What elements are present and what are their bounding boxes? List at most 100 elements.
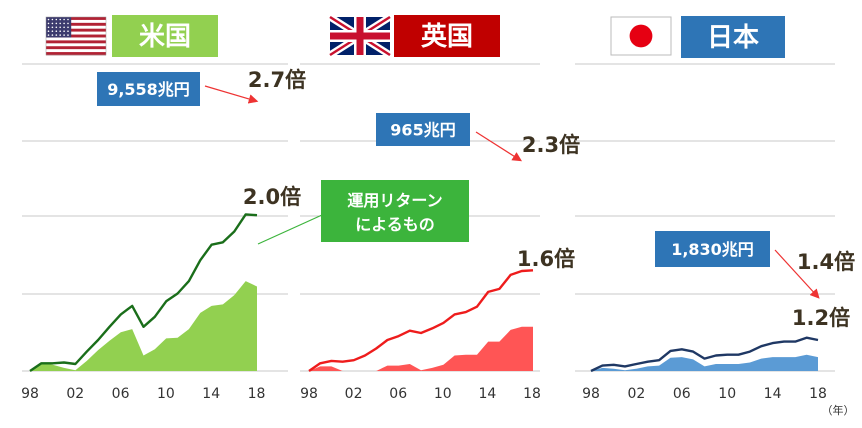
- japan-flag: [610, 16, 672, 56]
- x-tick-label: 02: [627, 386, 645, 402]
- flag-star: [63, 22, 65, 25]
- country-title: 英国: [421, 22, 473, 52]
- flag-star: [47, 18, 50, 21]
- us-flag: [45, 16, 107, 56]
- area-series: [591, 354, 818, 371]
- x-tick-label: 02: [66, 386, 84, 402]
- callout-box: [321, 180, 469, 242]
- area-ratio-label: 1.2倍: [792, 306, 850, 330]
- flag-star: [51, 18, 54, 21]
- flag-star: [67, 18, 69, 21]
- flag-stripe: [46, 49, 106, 53]
- flag-stripe: [46, 28, 106, 32]
- callout-line2: によるもの: [355, 215, 435, 234]
- flag-canton: [46, 17, 72, 38]
- flag-star: [47, 22, 50, 25]
- line-series: [590, 336, 819, 373]
- flag-star: [51, 30, 54, 32]
- x-tick-label: 98: [21, 386, 39, 402]
- area-ratio-label: 1.6倍: [517, 247, 575, 271]
- flag-star: [55, 34, 58, 36]
- flag-stripe: [46, 22, 106, 27]
- x-tick-label: 14: [478, 386, 496, 402]
- flag-star: [59, 18, 61, 21]
- country-title: 米国: [139, 22, 191, 52]
- x-tick-label: 10: [718, 386, 736, 402]
- line-series: [29, 213, 258, 372]
- callout-pointer: [257, 214, 323, 245]
- flag-star: [67, 30, 69, 32]
- flag-star: [67, 22, 69, 25]
- line-ratio-label: 2.3倍: [522, 133, 580, 157]
- area-ratio-label: 2.0倍: [243, 185, 301, 209]
- x-tick-label: 14: [764, 386, 782, 402]
- flag-star: [47, 30, 50, 32]
- flag-star: [59, 26, 61, 29]
- flag-star: [47, 26, 50, 29]
- x-tick-label: 10: [157, 386, 175, 402]
- flag-stripe: [46, 46, 106, 50]
- flag-star: [67, 34, 69, 36]
- area-series: [30, 281, 257, 371]
- flag-star: [59, 34, 61, 36]
- total-value-box: [376, 113, 470, 146]
- pointer-arrow: [475, 131, 523, 162]
- flag-star: [55, 22, 58, 25]
- flag-star: [63, 30, 65, 32]
- title-box: [394, 15, 500, 57]
- flag-star: [59, 22, 61, 25]
- flag-stripe: [46, 31, 106, 35]
- flag-star: [51, 34, 54, 36]
- flag-star: [63, 18, 65, 21]
- area-series: [309, 326, 533, 371]
- x-tick-label: 06: [389, 386, 407, 402]
- flag-stripe: [46, 43, 106, 47]
- panel-2: 98 02 06 10 14 18 日本 1,830兆円 1.4倍 1.2倍: [575, 16, 855, 402]
- title-box: [681, 16, 785, 58]
- flag-star: [55, 18, 58, 21]
- x-tick-label: 10: [434, 386, 452, 402]
- x-tick-label: 02: [345, 386, 363, 402]
- flag-stripe: [46, 52, 106, 56]
- x-tick-label: 18: [809, 386, 827, 402]
- flag-star: [55, 26, 58, 29]
- unit-label: （年）: [822, 403, 855, 417]
- x-tick-label: 98: [582, 386, 600, 402]
- callout-line1: 運用リターン: [347, 191, 442, 210]
- panel-1: 98 02 06 10 14 18 英国 965兆円 2.3倍 1.6倍: [300, 15, 580, 402]
- flag-stripe: [46, 19, 106, 24]
- panel-0: 98 02 06 10 14 18 米国 9,558兆円 2.7倍 2.0倍: [21, 15, 306, 402]
- total-value-box: [97, 72, 200, 106]
- flag-sun: [629, 24, 653, 48]
- flag-border: [45, 16, 107, 56]
- x-tick-label: 06: [673, 386, 691, 402]
- country-title: 日本: [707, 23, 759, 53]
- flag-cross-red: [330, 32, 390, 40]
- x-tick-label: 18: [523, 386, 541, 402]
- pointer-arrow: [204, 85, 259, 104]
- x-tick-label: 98: [300, 386, 318, 402]
- flag-star: [63, 34, 65, 36]
- flag-star: [55, 30, 58, 32]
- flag-stripe: [46, 25, 106, 29]
- flag-stripe: [46, 40, 106, 44]
- x-tick-label: 14: [202, 386, 220, 402]
- x-tick-label: 18: [248, 386, 266, 402]
- pointer-arrow: [774, 249, 820, 299]
- flag-star: [63, 26, 65, 29]
- flag-stripe: [46, 37, 106, 41]
- x-tick-label: 06: [112, 386, 130, 402]
- flag-stripe: [46, 34, 106, 38]
- flag-star: [51, 26, 54, 29]
- line-ratio-label: 2.7倍: [248, 68, 306, 92]
- flag-star: [67, 26, 69, 29]
- total-value-box: [655, 231, 770, 267]
- title-box: [112, 15, 218, 57]
- flag-stripe: [46, 17, 106, 21]
- total-value-label: 1,830兆円: [671, 240, 754, 259]
- uk-flag: [328, 14, 392, 58]
- line-ratio-label: 1.4倍: [797, 250, 855, 274]
- line-series: [308, 269, 534, 372]
- flag-star: [59, 30, 61, 32]
